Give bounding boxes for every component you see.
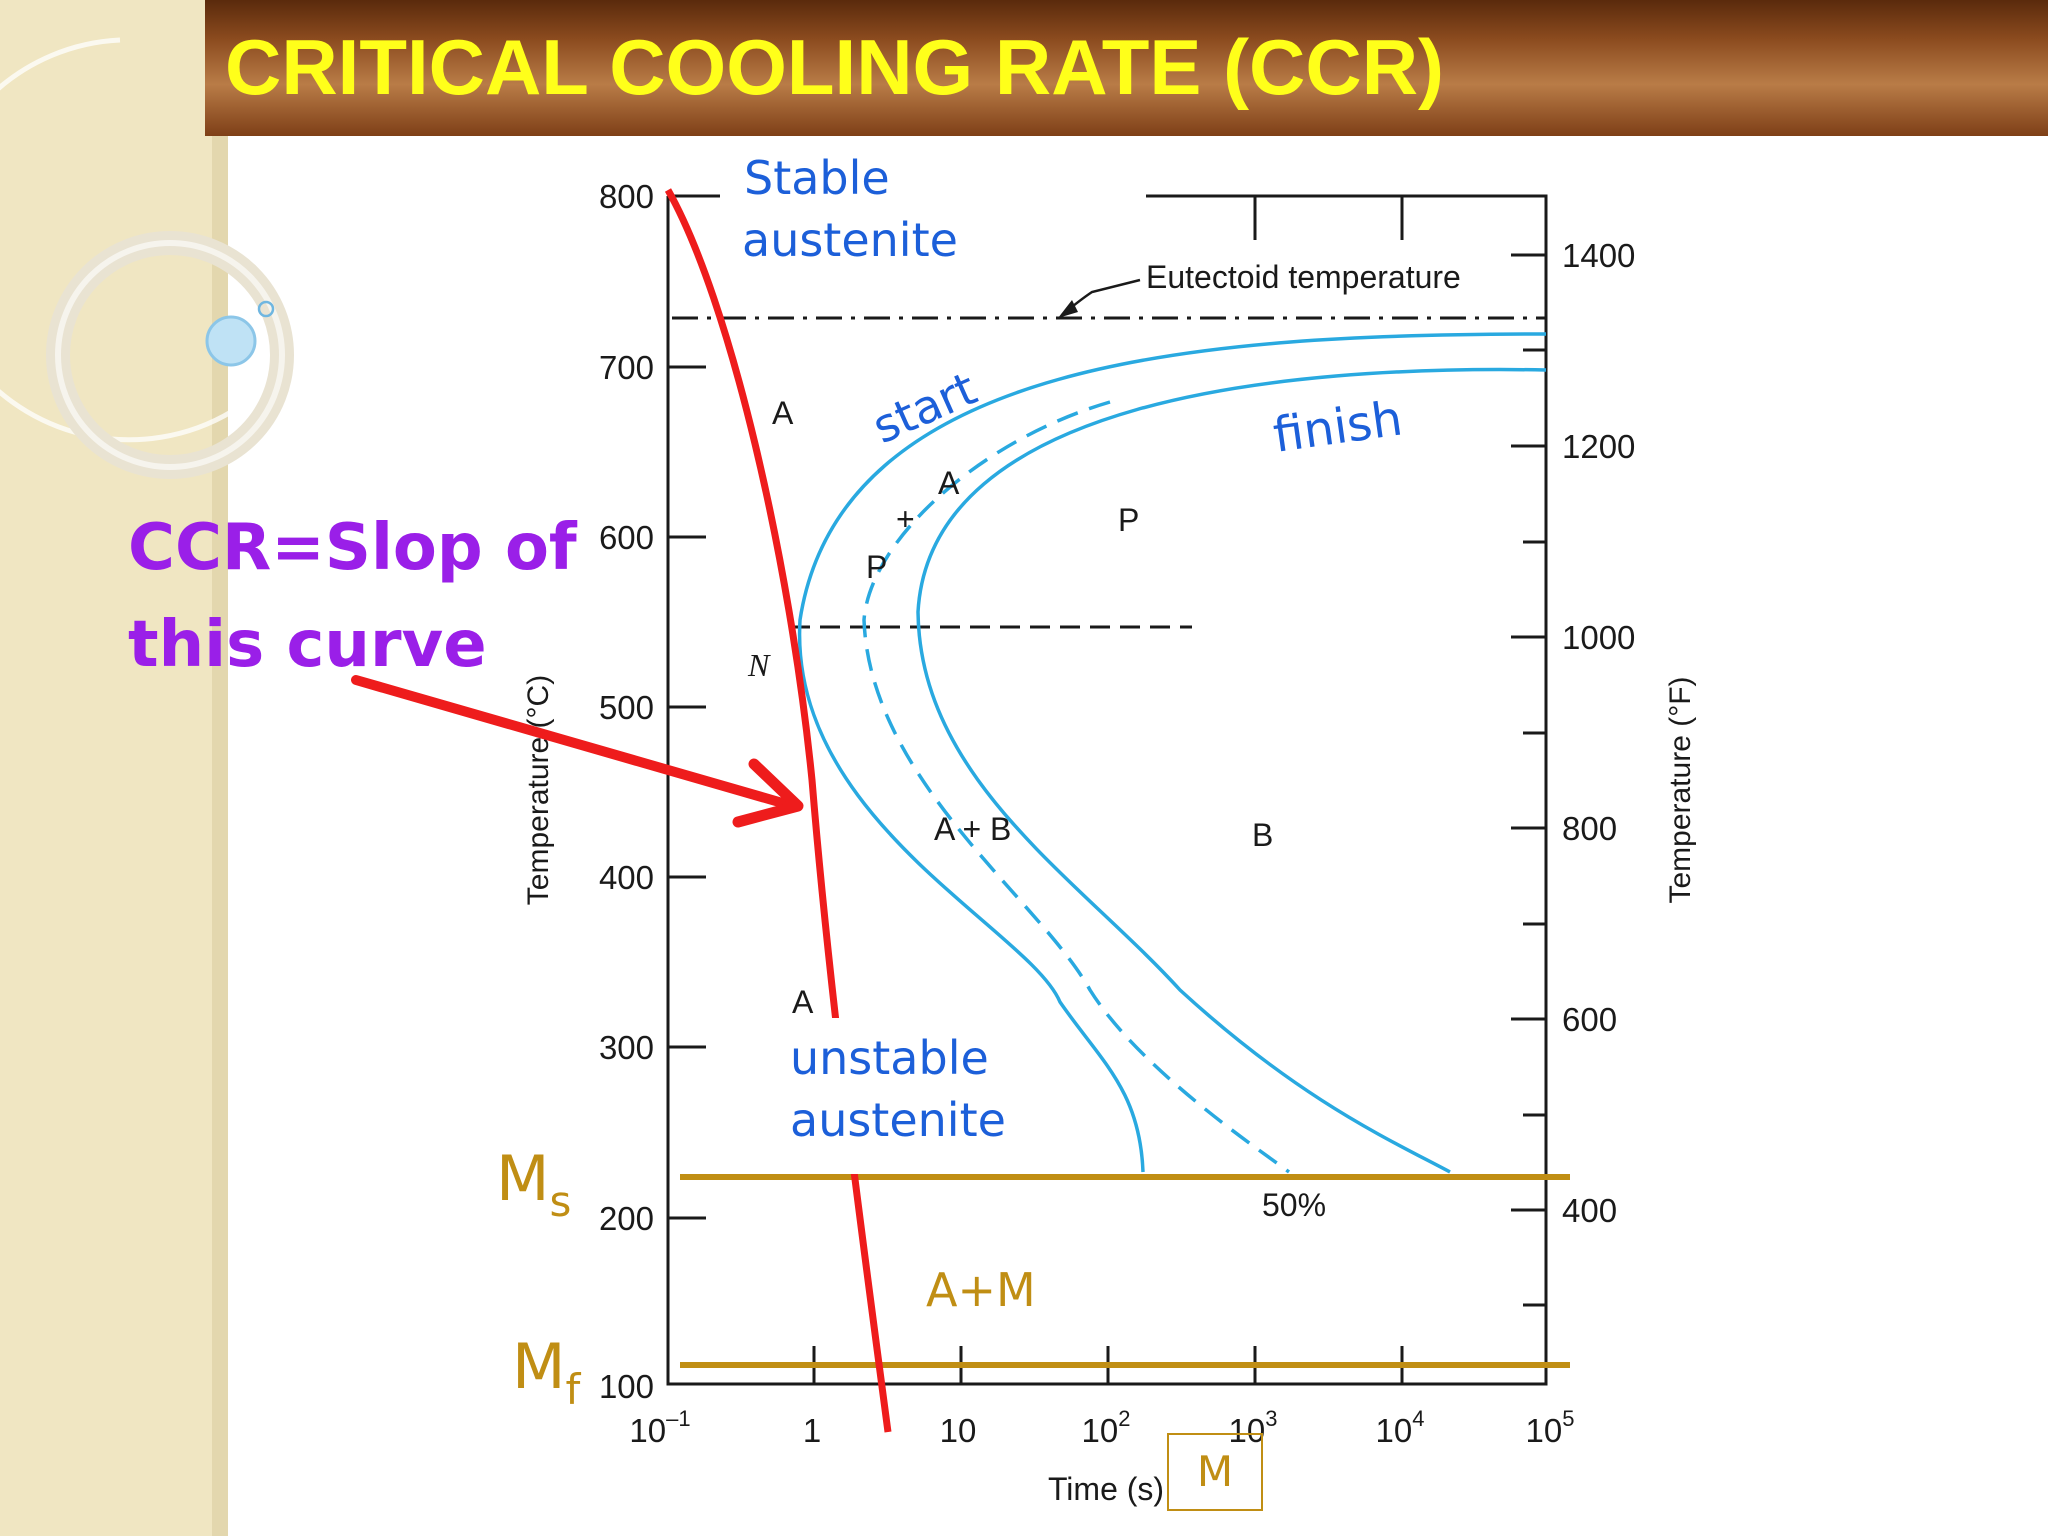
- start-curve: [798, 332, 1547, 1173]
- x-tick-label: 10: [940, 1412, 977, 1449]
- region-label-p: P: [1118, 502, 1139, 538]
- a-plus-m-label: A+M: [926, 1263, 1036, 1317]
- title-bar: [205, 0, 2048, 136]
- x-tick-label: 102: [1082, 1406, 1131, 1449]
- ccr-arrow-shaft: [351, 675, 791, 809]
- left-axis-ticks: [668, 194, 706, 1220]
- unstable-austenite-backdrop: [786, 1018, 1016, 1174]
- x-tick-label: 103: [1229, 1406, 1278, 1449]
- left-axis-title: Temperature (°C): [522, 675, 555, 905]
- left-tick-label: 300: [599, 1029, 654, 1066]
- region-label-plus: +: [896, 501, 915, 537]
- eutectoid-arrowhead: [1058, 300, 1078, 318]
- ccr-annotation-line: this curve: [128, 608, 487, 682]
- m-box: [1167, 1433, 1263, 1511]
- slide-title: CRITICAL COOLING RATE (CCR): [225, 23, 1445, 111]
- finish-curve: [916, 367, 1547, 1174]
- stable-austenite-backdrop: [736, 140, 968, 280]
- region-label-n: N: [747, 647, 771, 683]
- region-label-a: A: [792, 984, 814, 1020]
- region-label-p: P: [866, 549, 887, 585]
- right-tick-labels: 1400 1200 1000 800 600 400: [1562, 237, 1635, 1229]
- right-tick-label: 1200: [1562, 428, 1635, 465]
- top-axis-ticks: [1253, 196, 1404, 240]
- m-box-label: M: [1197, 1447, 1233, 1496]
- left-tick-label: 700: [599, 349, 654, 386]
- right-axis-title: Temperature (°F): [1664, 676, 1697, 903]
- deco-bubble: [205, 315, 257, 367]
- strip-edge: [212, 0, 228, 1536]
- unstable-austenite-text: austenite: [790, 1093, 1006, 1147]
- bottom-tick-labels: 10–1 1 10 102 103 104 105: [629, 1406, 1574, 1449]
- region-labels: A A + P P N A + B B A 50%: [747, 395, 1326, 1223]
- ms-label: Ms: [496, 1142, 571, 1226]
- region-label-a: A: [938, 465, 960, 501]
- left-tick-label: 100: [599, 1368, 654, 1405]
- right-axis-ticks: [1511, 253, 1546, 1307]
- fifty-percent-label: 50%: [1262, 1187, 1326, 1223]
- fifty-percent-curve: [862, 400, 1291, 1174]
- region-label-a-plus-b: A + B: [934, 811, 1011, 847]
- left-tick-label: 800: [599, 178, 654, 215]
- deco-bubble-small: [257, 300, 275, 318]
- right-tick-label: 400: [1562, 1192, 1617, 1229]
- stable-austenite-text: austenite: [742, 213, 958, 267]
- x-tick-label: 10–1: [629, 1406, 690, 1449]
- finish-annotation: finish: [1270, 390, 1406, 463]
- ccr-arrow-head: [732, 758, 804, 828]
- right-tick-label: 800: [1562, 810, 1617, 847]
- x-tick-label: 105: [1526, 1406, 1575, 1449]
- handwritten-annotations: Stable austenite start finish unstable a…: [742, 151, 1406, 1147]
- cooling-curve: [664, 188, 892, 1433]
- deco-ring-highlight: [55, 240, 285, 470]
- left-tick-label: 400: [599, 859, 654, 896]
- x-tick-label: 1: [803, 1412, 821, 1449]
- unstable-austenite-text: unstable: [790, 1031, 989, 1085]
- right-tick-label: 600: [1562, 1001, 1617, 1038]
- ttt-curves: [798, 332, 1547, 1174]
- stable-austenite-text: Stable: [744, 151, 890, 205]
- ccr-annotation: CCR=Slop of this curve: [128, 500, 577, 694]
- left-tick-labels: 800 700 600 500 400 300 200 100: [599, 178, 654, 1405]
- region-label-a: A: [772, 395, 794, 431]
- start-annotation: start: [865, 361, 985, 454]
- left-tick-label: 600: [599, 519, 654, 556]
- eutectoid-label: Eutectoid temperature: [1146, 259, 1461, 295]
- region-label-b: B: [1252, 817, 1273, 853]
- deco-arc-large: [0, 37, 323, 443]
- plot-frame: [666, 194, 1548, 1386]
- x-axis-title: Time (s): [1048, 1471, 1164, 1507]
- right-tick-label: 1400: [1562, 237, 1635, 274]
- right-tick-label: 1000: [1562, 619, 1635, 656]
- martensite-labels: Ms Mf A+M: [496, 1142, 1036, 1414]
- mf-label: Mf: [512, 1330, 582, 1414]
- ccr-annotation-line: CCR=Slop of: [128, 511, 577, 585]
- left-tick-label: 500: [599, 689, 654, 726]
- x-tick-label: 104: [1376, 1406, 1425, 1449]
- left-tick-label: 200: [599, 1200, 654, 1237]
